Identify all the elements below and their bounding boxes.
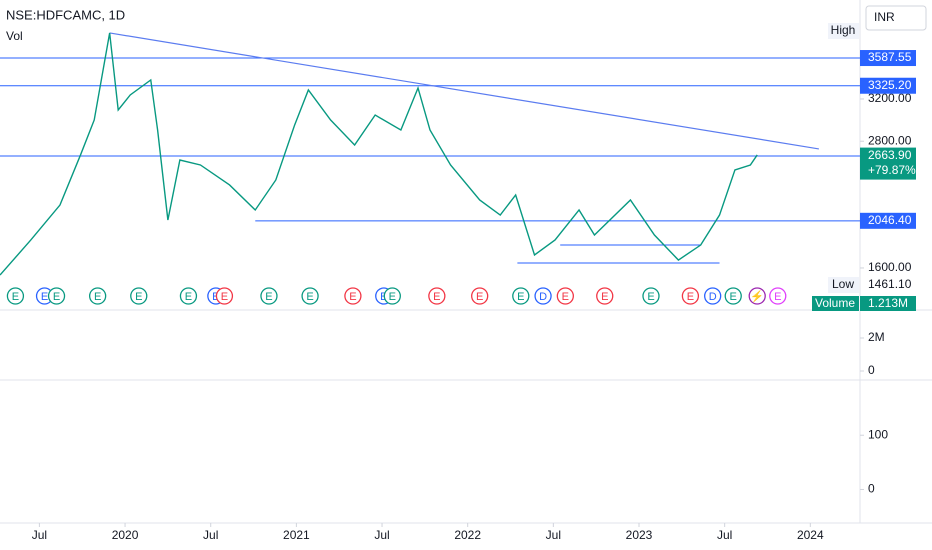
event-label: E <box>562 291 569 303</box>
price-label: 3587.55 <box>868 50 912 64</box>
event-label: D <box>709 291 717 303</box>
event-marker <box>130 287 148 305</box>
event-marker <box>471 287 489 305</box>
y-tick-label: 3200.00 <box>868 91 912 105</box>
event-marker <box>642 287 660 305</box>
y-tick-label: 2800.00 <box>868 133 912 147</box>
price-label-box <box>860 50 916 67</box>
event-marker <box>215 287 234 305</box>
x-tick-label: 2021 <box>283 528 310 542</box>
price-label: 3325.20 <box>868 78 912 92</box>
x-tick-label: Jul <box>203 528 218 542</box>
event-label: E <box>53 291 60 303</box>
pane-tick-label: 0 <box>868 482 875 496</box>
event-label: E <box>221 291 228 303</box>
event-marker <box>47 287 66 305</box>
event-label: E <box>601 291 608 303</box>
volume-value: 1.213M <box>868 296 908 310</box>
price-label-box <box>860 77 916 94</box>
event-label: E <box>349 291 356 303</box>
event-label: E <box>12 291 19 303</box>
low-label-box <box>828 277 859 293</box>
event-marker <box>428 287 446 305</box>
event-label: ⚡ <box>750 290 764 303</box>
price-label: 2663.90 <box>868 148 912 162</box>
event-label: E <box>265 291 272 303</box>
event-label: E <box>517 291 524 303</box>
volume-label: Volume <box>815 296 855 310</box>
x-tick-label: 2022 <box>454 528 481 542</box>
event-label: E <box>433 291 440 303</box>
pane-tick-label: 100 <box>868 427 888 441</box>
high-label-box <box>828 23 859 39</box>
currency-button[interactable] <box>865 5 927 31</box>
event-marker <box>301 287 319 305</box>
event-label: E <box>730 291 737 303</box>
event-marker <box>179 287 198 305</box>
event-marker <box>344 287 362 305</box>
volume-value-box <box>860 296 916 311</box>
event-marker <box>534 287 552 305</box>
high-label: High <box>831 23 856 37</box>
event-label: E <box>687 291 694 303</box>
event-marker <box>748 287 766 305</box>
event-label: E <box>306 291 313 303</box>
volume-label-box <box>812 296 859 311</box>
trendline <box>109 32 819 150</box>
price-label: 2046.40 <box>868 213 912 227</box>
x-tick-label: 2024 <box>797 528 824 542</box>
event-label: E <box>94 291 101 303</box>
event-marker <box>596 287 614 305</box>
event-marker <box>260 287 278 305</box>
low-label: Low <box>832 277 854 291</box>
event-marker <box>724 287 742 305</box>
event-marker <box>681 287 700 305</box>
price-label-box <box>860 212 916 229</box>
event-marker <box>556 287 574 305</box>
currency-label: INR <box>874 10 895 24</box>
x-tick-label: Jul <box>32 528 47 542</box>
x-tick-label: 2023 <box>626 528 653 542</box>
event-marker <box>704 287 722 305</box>
pane-tick-label: 0 <box>868 363 875 377</box>
event-marker <box>6 287 25 305</box>
event-label: E <box>41 291 48 303</box>
low-value: 1461.10 <box>868 277 912 291</box>
x-tick-label: Jul <box>717 528 732 542</box>
symbol-title: NSE:HDFCAMC, 1D <box>6 7 125 22</box>
event-label: E <box>389 291 396 303</box>
price-line <box>0 32 758 276</box>
event-marker <box>383 287 401 305</box>
event-label: E <box>647 291 654 303</box>
event-label: E <box>774 291 781 303</box>
change-label: +79.87% <box>868 163 916 177</box>
event-label: E <box>476 291 483 303</box>
event-marker <box>512 287 530 305</box>
event-marker <box>769 287 787 305</box>
event-label: E <box>135 291 142 303</box>
x-tick-label: 2020 <box>112 528 139 542</box>
x-tick-label: Jul <box>374 528 389 542</box>
price-label-box <box>860 147 916 180</box>
event-label: D <box>539 291 547 303</box>
volume-indicator-name: Vol <box>6 29 23 43</box>
event-marker <box>88 287 107 305</box>
pane-tick-label: 2M <box>868 330 885 344</box>
event-label: E <box>185 291 192 303</box>
x-tick-label: Jul <box>546 528 561 542</box>
y-tick-label: 1600.00 <box>868 260 912 274</box>
